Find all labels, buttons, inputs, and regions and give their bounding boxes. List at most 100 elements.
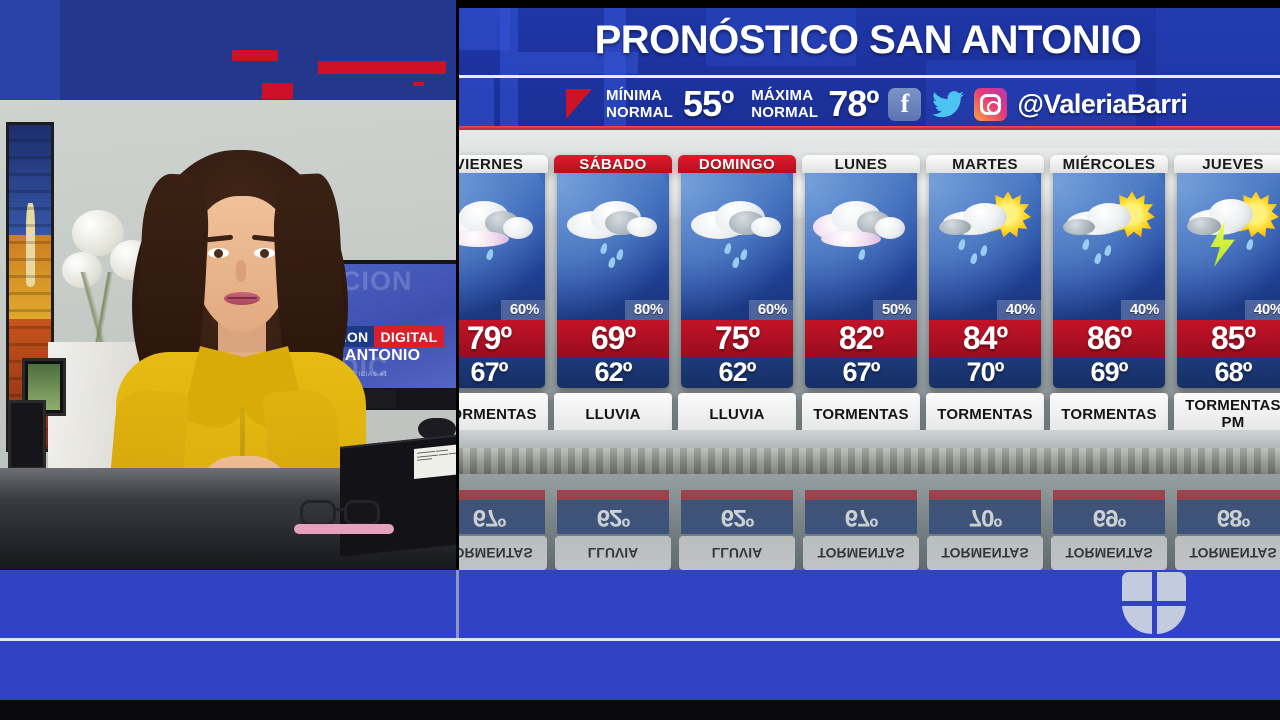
reflected-high-band (1053, 490, 1165, 500)
reflected-condition-label: TORMENTAS (1051, 536, 1167, 570)
panel-divider (456, 0, 459, 570)
forecast-day-card[interactable]: MARTES 40% 84º 70º TORMENTAS (926, 155, 1044, 435)
ledge (456, 448, 1280, 474)
min-label-line2: NORMAL (606, 104, 674, 121)
max-label-line1: MÁXIMA (751, 87, 814, 104)
bottom-blue-band-lower (0, 641, 1280, 700)
reflected-low-temperature: 70º (929, 500, 1041, 534)
high-temperature: 86º (1053, 320, 1165, 357)
weather-icon-wrap (557, 181, 669, 269)
min-label-line1: MÍNIMA (606, 87, 663, 104)
reflected-low-temperature: 67º (456, 500, 545, 534)
condition-label: TORMENTAS PM (1174, 393, 1280, 435)
decor-bar (232, 50, 278, 61)
forecast-title: PRONÓSTICO SAN ANTONIO (594, 18, 1142, 62)
reflected-high-band (681, 490, 793, 500)
forecast-day-card[interactable]: LUNES 50% 82º 67º TORMENTAS (802, 155, 920, 435)
day-icon-panel: 60% (456, 173, 545, 320)
reflected-day-card: LLUVIA 62º (678, 470, 796, 570)
weather-icon-wrap (681, 181, 793, 269)
reflected-low-temperature: 69º (1053, 500, 1165, 534)
low-temperature: 70º (929, 357, 1041, 388)
cloudy-rain-icon (456, 187, 537, 261)
day-icon-panel: 40% (929, 173, 1041, 320)
weather-icon-wrap (805, 181, 917, 261)
condition-label: LLUVIA (678, 393, 796, 435)
reflected-high-band (929, 490, 1041, 500)
max-normal-label: MÁXIMA NORMAL (751, 87, 818, 121)
reflection-surface: TORMENTAS67ºLLUVIA62ºLLUVIA62ºTORMENTAS6… (456, 430, 1280, 570)
day-icon-panel: 80% (557, 173, 669, 320)
reflected-day-card: LLUVIA 62º (554, 470, 672, 570)
bottom-blue-band-upper (0, 570, 1280, 638)
high-temperature: 75º (681, 320, 793, 357)
precip-probability-badge: 40% (1120, 300, 1165, 320)
precip-probability-badge: 40% (996, 300, 1041, 320)
condition-label: TORMENTAS (926, 393, 1044, 435)
day-name-label: SÁBADO (554, 155, 672, 174)
sun-cloud-rain-icon (1061, 187, 1157, 265)
decor-bar (318, 61, 446, 74)
weather-icon-wrap (1177, 181, 1280, 268)
seven-day-forecast-strip: VIERNES60%79º67ºTORMENTASSÁBADO80%69º62º… (456, 155, 1280, 435)
reflected-low-temperature: 62º (557, 500, 669, 534)
photo-frame (8, 400, 46, 470)
eye (208, 248, 229, 258)
precip-probability-badge: 50% (872, 300, 917, 320)
header-divider (456, 75, 1280, 78)
twitter-icon[interactable] (931, 88, 964, 121)
min-normal-label: MÍNIMA NORMAL (606, 87, 673, 121)
day-name-label: DOMINGO (678, 155, 796, 174)
glasses-case (294, 524, 394, 534)
reflected-condition-label: TORMENTAS (927, 536, 1043, 570)
facebook-icon[interactable]: f (888, 87, 922, 121)
day-icon-panel: 50% (805, 173, 917, 320)
rain-icon (565, 187, 661, 269)
eye (254, 248, 275, 258)
instagram-icon[interactable] (974, 87, 1008, 121)
low-temperature: 62º (557, 357, 669, 388)
watermark-label: NOTICIAS 41 (344, 372, 388, 378)
bottom-black-bar (0, 700, 1280, 720)
reflected-high-band (805, 490, 917, 500)
top-black-bar (456, 0, 1280, 8)
reflected-cards: TORMENTAS67ºLLUVIA62ºLLUVIA62ºTORMENTAS6… (456, 470, 1280, 570)
forecast-day-card[interactable]: SÁBADO 80% 69º 62º LLUVIA (554, 155, 672, 435)
social-handle[interactable]: @ValeriaBarri (1017, 88, 1188, 119)
low-temperature: 67º (456, 357, 545, 388)
weather-header (456, 0, 1280, 128)
laptop: ▬▬▬▬▬▬ ▬▬▬▬ ▬▬▬▬▬▬▬ ▬▬▬ ▬▬▬▬▬▬ ▬▬▬▬▬ (340, 433, 456, 557)
reflected-condition-label: TORMENTAS (1175, 536, 1280, 570)
high-temperature: 69º (557, 320, 669, 357)
reflected-condition-label: TORMENTAS (456, 536, 547, 570)
decor-bar (262, 83, 293, 99)
weather-forecast-graphic: PRONÓSTICO SAN ANTONIO MÍNIMA NORMAL 55º… (456, 0, 1280, 570)
day-name-label: VIERNES (456, 155, 548, 174)
bottom-band-divider (456, 570, 459, 638)
condition-label: TORMENTAS (1050, 393, 1168, 435)
low-temperature: 69º (1053, 357, 1165, 388)
reflected-day-card: TORMENTAS 69º (1050, 470, 1168, 570)
reflected-high-band (1177, 490, 1280, 500)
min-normal-value: 55º (683, 83, 734, 124)
weather-icon-wrap (1053, 181, 1165, 265)
bottom-white-rule (0, 638, 1280, 641)
univision-u-logo (1122, 572, 1186, 634)
nose (236, 260, 246, 282)
reflected-low-temperature: 68º (1177, 500, 1280, 534)
reflected-high-band (557, 490, 669, 500)
weather-icon-wrap (929, 181, 1041, 265)
day-name-label: JUEVES (1174, 155, 1280, 174)
day-name-label: LUNES (802, 155, 920, 174)
reflected-condition-label: TORMENTAS (803, 536, 919, 570)
forecast-day-card[interactable]: MIÉRCOLES 40% 86º 69º TORMENTAS (1050, 155, 1168, 435)
high-temperature: 84º (929, 320, 1041, 357)
mouth (224, 292, 260, 305)
forecast-day-card[interactable]: DOMINGO 60% 75º 62º LLUVIA (678, 155, 796, 435)
sun-cloud-rain-icon (937, 187, 1033, 265)
precip-probability-badge: 80% (624, 300, 669, 320)
